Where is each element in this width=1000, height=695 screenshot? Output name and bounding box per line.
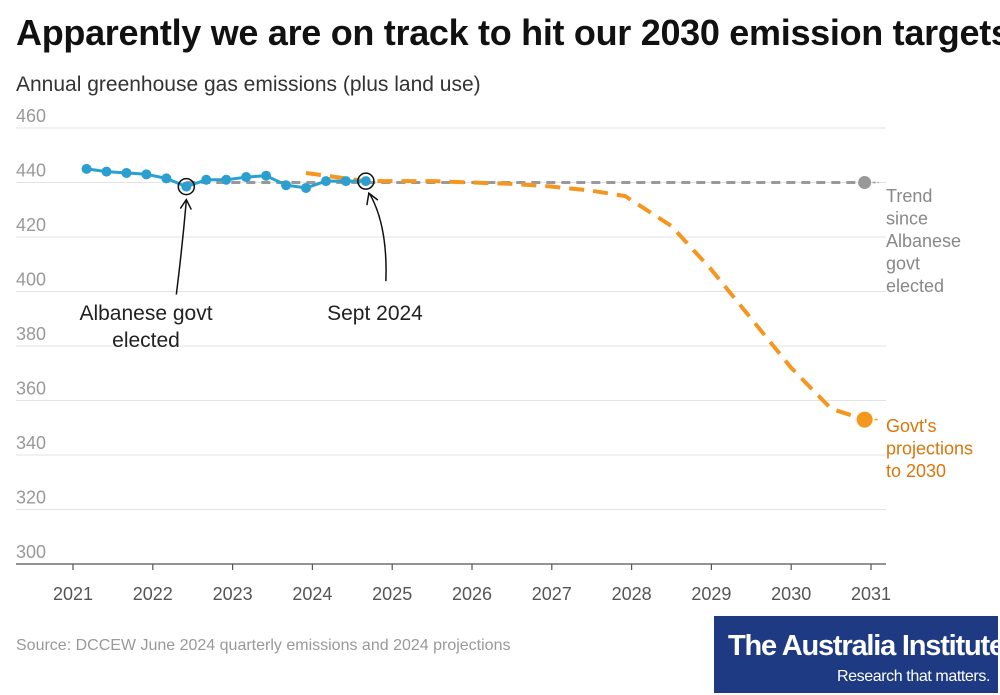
actual-data-point [161, 173, 172, 184]
projection-end-label: projections [886, 439, 973, 459]
actual-data-point [241, 172, 252, 183]
trend-end-marker [858, 176, 872, 189]
actual-data-point [360, 176, 371, 187]
trend-end-label: since [886, 209, 928, 229]
source-note: Source: DCCEW June 2024 quarterly emissi… [16, 637, 511, 654]
x-tick-label: 2024 [292, 584, 332, 604]
actual-data-point [261, 170, 272, 181]
actual-data-point [121, 167, 132, 178]
actual-data-point [301, 182, 312, 193]
y-tick-label: 440 [16, 161, 46, 181]
y-tick-label: 400 [16, 270, 46, 290]
annotation-label-election: Albanese govt [79, 302, 212, 325]
annotation-arrow-election [175, 200, 188, 295]
y-tick-label: 320 [16, 488, 46, 508]
annotation-circle-election [177, 177, 196, 196]
annotation-label-sept-2024: Sept 2024 [327, 302, 423, 325]
y-tick-label: 460 [16, 106, 46, 126]
projection-line [305, 171, 866, 422]
chart-title: Apparently we are on track to hit our 20… [16, 12, 1000, 53]
actual-data-point [221, 174, 232, 185]
x-tick-label: 2025 [372, 584, 412, 604]
emissions-line-chart: 300 320 340 360 380 400 420 440 460 2021 2022 2023 2… [16, 106, 973, 604]
logo-name: The Australia Institute [728, 630, 1000, 662]
annotation-arrowhead-election [179, 198, 192, 210]
actual-data-point [181, 181, 192, 192]
annotation-arrowhead-sept-2024 [366, 191, 379, 206]
trend-end-label: elected [886, 276, 944, 296]
x-tick-label: 2023 [213, 584, 253, 604]
x-tick-label: 2021 [53, 584, 93, 604]
actual-data-point [201, 174, 212, 185]
y-tick-label: 380 [16, 324, 46, 344]
y-tick-label: 360 [16, 379, 46, 399]
actual-data-point [320, 176, 331, 187]
actual-data-point [340, 176, 351, 187]
annotation-circle-sept-2024 [357, 172, 375, 190]
projection-end-marker [856, 411, 873, 428]
actual-data-point [101, 166, 112, 177]
projection-end-label: to 2030 [886, 461, 946, 481]
australia-institute-logo: The Australia Institute Research that ma… [714, 616, 1000, 693]
x-tick-label: 2026 [452, 584, 492, 604]
actual-data-point [81, 163, 92, 174]
x-tick-label: 2029 [691, 584, 731, 604]
x-tick-label: 2022 [133, 584, 173, 604]
trend-end-label: govt [886, 254, 920, 274]
y-tick-label: 300 [16, 542, 46, 562]
chart-subtitle: Annual greenhouse gas emissions (plus la… [16, 73, 481, 96]
x-tick-label: 2028 [612, 584, 652, 604]
annotation-label-election: elected [112, 329, 180, 352]
actual-data-point [281, 180, 292, 191]
x-tick-label: 2030 [771, 584, 811, 604]
x-tick-label: 2031 [851, 584, 891, 604]
y-tick-label: 420 [16, 215, 46, 235]
logo-tagline: Research that matters. [836, 668, 990, 685]
x-tick-label: 2027 [532, 584, 572, 604]
trend-end-label: Albanese [886, 231, 961, 251]
annotation-arrow-sept-2024 [369, 193, 387, 282]
projection-end-label: Govt's [886, 416, 936, 436]
y-tick-label: 340 [16, 433, 46, 453]
trend-end-label: Trend [886, 186, 932, 206]
actual-data-point [141, 169, 152, 180]
